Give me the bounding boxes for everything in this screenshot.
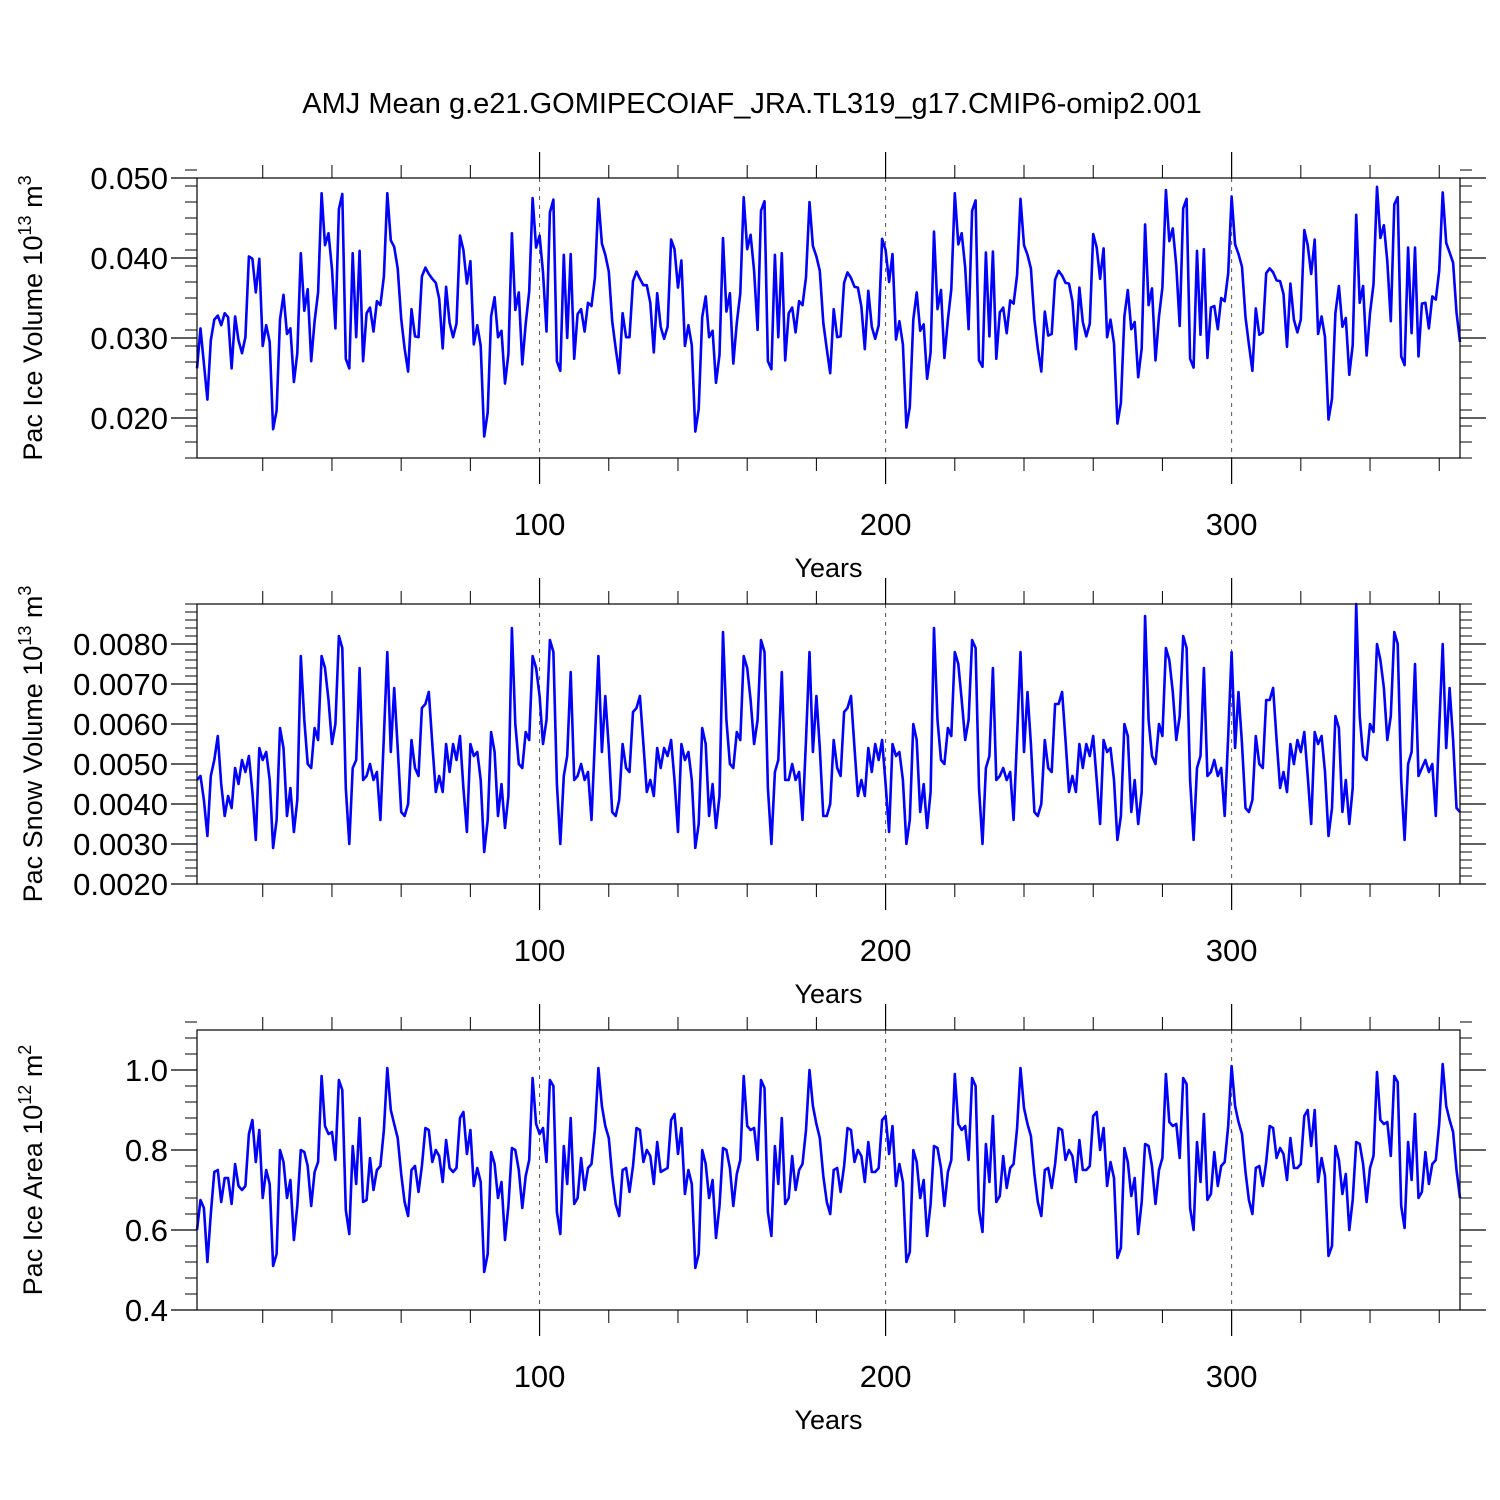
x-tick-label: 100 bbox=[514, 1359, 566, 1394]
x-tick-label: 300 bbox=[1206, 1359, 1258, 1394]
y-tick-label: 0.0080 bbox=[73, 627, 168, 662]
x-tick-label: 100 bbox=[514, 507, 566, 542]
panel-pac-ice-area: 0.4 0.6 0.8 1.0 100 200 300 Years Pac Ice Area 1… bbox=[15, 1004, 1486, 1435]
y-tick-label: 0.6 bbox=[125, 1213, 168, 1248]
x-tick-label: 300 bbox=[1206, 507, 1258, 542]
series-line-pac-ice-area bbox=[195, 1062, 1462, 1274]
y-axis-label: Pac Ice Area 1012 m2 bbox=[15, 1045, 48, 1296]
plot-frame bbox=[196, 1029, 1461, 1311]
y-tick-label: 0.8 bbox=[125, 1133, 168, 1168]
y-axis-label: Pac Snow Volume 1013 m3 bbox=[15, 586, 48, 903]
y-tick-label: 0.0020 bbox=[73, 867, 168, 902]
y-tick-label: 0.4 bbox=[125, 1293, 168, 1328]
y-tick-label: 0.020 bbox=[90, 401, 168, 436]
series-line-pac-ice-volume bbox=[195, 185, 1462, 438]
y-tick-label: 0.0040 bbox=[73, 787, 168, 822]
x-tick-label: 200 bbox=[860, 933, 912, 968]
x-axis-label: Years bbox=[794, 979, 862, 1009]
y-tick-label: 0.0030 bbox=[73, 827, 168, 862]
panel-pac-ice-volume: 0.020 0.030 0.040 0.050 100 200 300 Years Pac Ic… bbox=[15, 152, 1486, 583]
x-axis-label: Years bbox=[794, 1405, 862, 1435]
y-tick-label: 0.050 bbox=[90, 161, 168, 196]
plot-frame bbox=[196, 603, 1461, 885]
panel-pac-snow-volume: 0.0020 0.0030 0.0040 0.0050 0.0060 0.0070 0.00… bbox=[15, 578, 1486, 1009]
y-tick-label: 1.0 bbox=[125, 1053, 168, 1088]
y-tick-label: 0.0050 bbox=[73, 747, 168, 782]
plot-frame bbox=[196, 177, 1461, 459]
x-tick-label: 300 bbox=[1206, 933, 1258, 968]
y-tick-label: 0.0070 bbox=[73, 667, 168, 702]
y-axis-label: Pac Ice Volume 1013 m3 bbox=[15, 175, 48, 460]
x-tick-label: 200 bbox=[860, 507, 912, 542]
series-line-pac-snow-volume bbox=[196, 602, 1461, 854]
y-tick-label: 0.0060 bbox=[73, 707, 168, 742]
chart-title: AMJ Mean g.e21.GOMIPECOIAF_JRA.TL319_g17… bbox=[302, 88, 1201, 120]
x-axis-label: Years bbox=[794, 553, 862, 583]
y-tick-label: 0.030 bbox=[90, 321, 168, 356]
x-tick-label: 200 bbox=[860, 1359, 912, 1394]
y-tick-label: 0.040 bbox=[90, 241, 168, 276]
x-tick-label: 100 bbox=[514, 933, 566, 968]
